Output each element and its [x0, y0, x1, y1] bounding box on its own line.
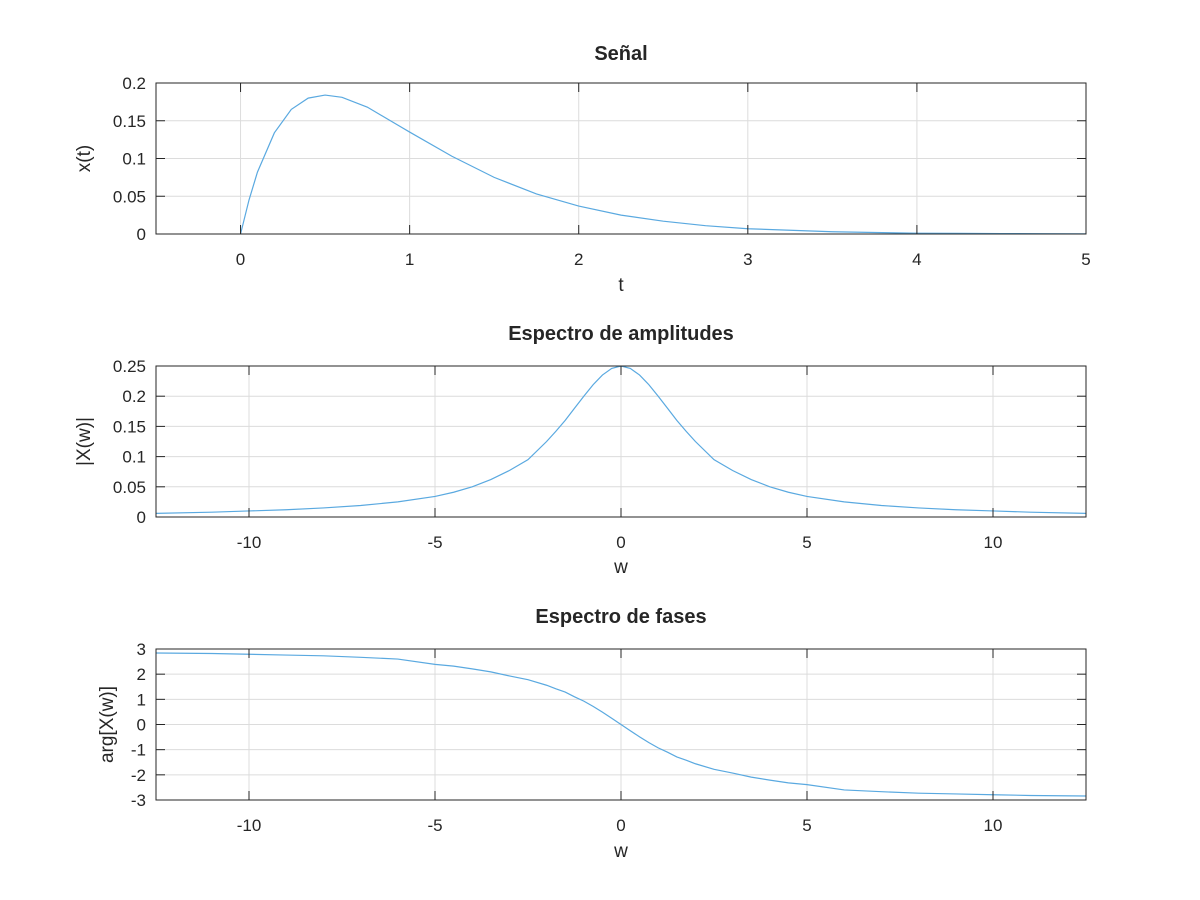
x-tick-label: 4 — [912, 250, 921, 269]
x-tick-label: -5 — [427, 816, 442, 835]
x-tick-label: 5 — [802, 533, 811, 552]
series-line — [239, 94, 1087, 235]
subplot-amplitude-spectrum: -10 -5 0 5 10 0 0.05 0.1 0.15 0.2 0.25 Espectro de… — [74, 323, 1087, 578]
y-tick-label: 1 — [137, 690, 146, 709]
x-tick-label: -10 — [237, 533, 262, 552]
y-tick-label: 0 — [137, 508, 146, 527]
y-axis-label: |X(w)| — [74, 417, 95, 466]
x-tick-label: 0 — [616, 816, 625, 835]
x-axis-label: w — [613, 841, 628, 862]
y-tick-label: 0.1 — [122, 448, 146, 467]
y-tick-label: 0.25 — [113, 357, 146, 376]
y-tick-label: 0.15 — [113, 112, 146, 131]
ticks: 0 1 2 3 4 5 0 0.05 0.1 0.15 0.2 — [113, 74, 1091, 269]
y-tick-label: 0 — [137, 225, 146, 244]
y-axis-label: arg[X(w)] — [97, 686, 118, 763]
data-line-layer — [239, 94, 1087, 235]
x-axis-label: w — [613, 557, 628, 578]
x-axis-label: t — [618, 275, 624, 296]
y-tick-label: 0.05 — [113, 187, 146, 206]
x-tick-label: 1 — [405, 250, 414, 269]
data-line-layer — [155, 652, 1087, 797]
x-tick-label: -5 — [427, 533, 442, 552]
y-tick-label: 0.05 — [113, 478, 146, 497]
y-tick-label: 3 — [137, 640, 146, 659]
chart-title: Señal — [594, 43, 647, 65]
subplot-signal: 0 1 2 3 4 5 0 0.05 0.1 0.15 0.2 Señal t x(t) — [74, 43, 1091, 296]
x-tick-label: 3 — [743, 250, 752, 269]
chart-title: Espectro de fases — [535, 606, 706, 628]
y-tick-label: 2 — [137, 665, 146, 684]
y-tick-label: -3 — [131, 791, 146, 810]
x-tick-label: -10 — [237, 816, 262, 835]
y-axis-label: x(t) — [74, 145, 95, 172]
x-tick-label: 10 — [984, 533, 1003, 552]
chart-title: Espectro de amplitudes — [508, 323, 734, 345]
x-tick-label: 2 — [574, 250, 583, 269]
y-tick-label: 0 — [137, 716, 146, 735]
x-tick-label: 0 — [236, 250, 245, 269]
y-tick-label: 0.1 — [122, 150, 146, 169]
x-tick-label: 5 — [802, 816, 811, 835]
y-tick-label: 0.2 — [122, 387, 146, 406]
x-tick-label: 10 — [984, 816, 1003, 835]
y-tick-label: 0.2 — [122, 74, 146, 93]
y-tick-label: -1 — [131, 741, 146, 760]
y-tick-label: 0.15 — [113, 417, 146, 436]
y-tick-label: -2 — [131, 766, 146, 785]
series-line — [155, 652, 1087, 797]
ticks: -10 -5 0 5 10 0 0.05 0.1 0.15 0.2 0.25 — [113, 357, 1086, 552]
x-tick-label: 5 — [1081, 250, 1090, 269]
x-tick-label: 0 — [616, 533, 625, 552]
